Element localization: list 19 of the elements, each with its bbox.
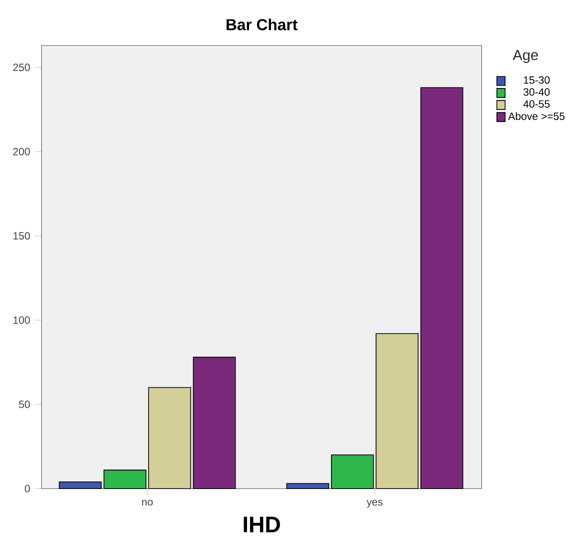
y-tick-label: 100 — [13, 316, 30, 324]
legend-label: 40-55 — [523, 100, 550, 108]
y-tick-label: 0 — [24, 484, 30, 492]
bar — [58, 481, 102, 490]
legend-label: 30-40 — [523, 88, 550, 96]
y-tick-label: 150 — [13, 232, 30, 240]
bar — [192, 356, 236, 490]
legend-label: Above >=55 — [508, 112, 565, 120]
x-axis-title: IHD — [244, 516, 280, 532]
bar — [420, 87, 464, 490]
x-tick-label: no — [142, 500, 153, 506]
legend-label: 15-30 — [524, 76, 550, 84]
bar — [286, 483, 330, 490]
y-tick-label: 250 — [13, 64, 30, 72]
y-tick-label: 200 — [13, 148, 30, 156]
x-tick-label: yes — [366, 500, 383, 508]
legend-title: Age — [512, 50, 538, 64]
chart-title: Bar Chart — [226, 18, 298, 30]
y-tick-label: 50 — [18, 400, 30, 408]
